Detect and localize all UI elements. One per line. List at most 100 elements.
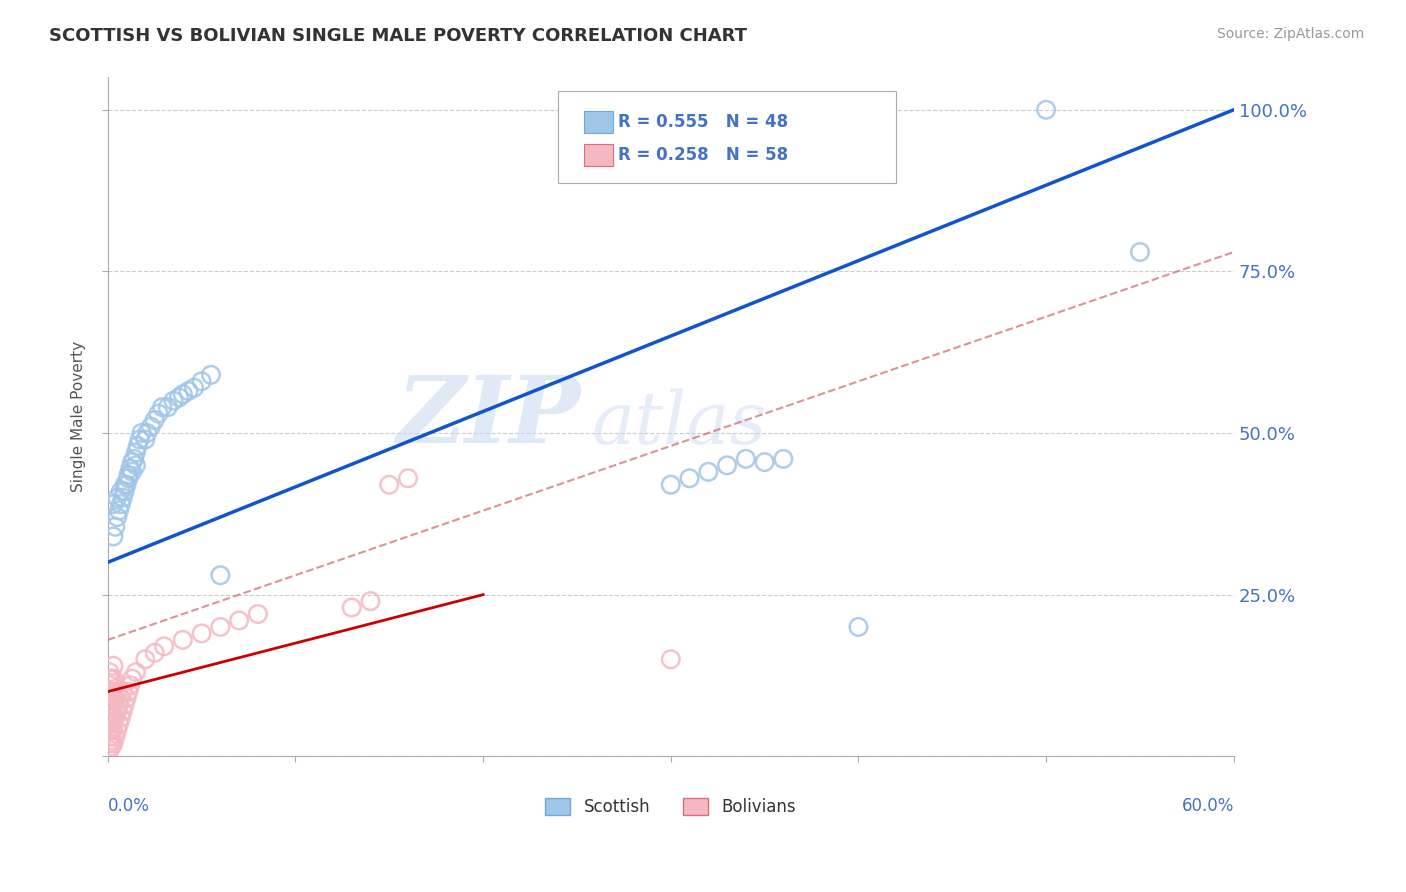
Point bbox=[114, 484, 136, 499]
Point bbox=[134, 433, 156, 447]
Point bbox=[125, 665, 148, 680]
Point bbox=[117, 684, 139, 698]
Point bbox=[100, 733, 122, 747]
Point bbox=[103, 736, 125, 750]
Point bbox=[115, 477, 138, 491]
Point bbox=[153, 640, 176, 654]
Point bbox=[105, 491, 128, 505]
Point bbox=[131, 425, 153, 440]
Point bbox=[143, 646, 166, 660]
Point bbox=[1035, 103, 1057, 117]
Point bbox=[104, 691, 127, 706]
Point bbox=[98, 717, 121, 731]
Point bbox=[172, 387, 194, 401]
Point bbox=[754, 455, 776, 469]
Point bbox=[360, 594, 382, 608]
Point bbox=[103, 684, 125, 698]
Point bbox=[104, 710, 127, 724]
Point bbox=[103, 497, 125, 511]
Point bbox=[108, 503, 131, 517]
Text: Source: ZipAtlas.com: Source: ZipAtlas.com bbox=[1216, 27, 1364, 41]
Text: 0.0%: 0.0% bbox=[108, 797, 149, 815]
Point bbox=[167, 391, 190, 405]
Y-axis label: Single Male Poverty: Single Male Poverty bbox=[72, 342, 86, 492]
Point bbox=[108, 698, 131, 712]
Point bbox=[697, 465, 720, 479]
Point bbox=[177, 384, 200, 398]
Point bbox=[659, 477, 682, 491]
Point bbox=[98, 665, 121, 680]
Point bbox=[98, 704, 121, 718]
FancyBboxPatch shape bbox=[583, 144, 613, 166]
Legend: Scottish, Bolivians: Scottish, Bolivians bbox=[538, 791, 803, 822]
Point bbox=[103, 658, 125, 673]
Point bbox=[108, 717, 131, 731]
Point bbox=[209, 568, 232, 582]
Text: ZIP: ZIP bbox=[396, 372, 581, 462]
Point bbox=[100, 710, 122, 724]
Point bbox=[105, 723, 128, 738]
Point bbox=[111, 684, 134, 698]
Point bbox=[136, 425, 159, 440]
Point bbox=[246, 607, 269, 621]
Point bbox=[772, 451, 794, 466]
Text: atlas: atlas bbox=[592, 388, 768, 458]
Point bbox=[121, 672, 143, 686]
Point bbox=[716, 458, 738, 473]
Point bbox=[200, 368, 222, 382]
Point bbox=[156, 400, 179, 414]
Point bbox=[100, 672, 122, 686]
Point bbox=[172, 632, 194, 647]
Point bbox=[110, 710, 132, 724]
Point bbox=[100, 723, 122, 738]
Point bbox=[103, 529, 125, 543]
Point bbox=[150, 400, 173, 414]
Point bbox=[340, 600, 363, 615]
Text: 60.0%: 60.0% bbox=[1181, 797, 1234, 815]
Point bbox=[111, 491, 134, 505]
Point bbox=[105, 704, 128, 718]
Text: SCOTTISH VS BOLIVIAN SINGLE MALE POVERTY CORRELATION CHART: SCOTTISH VS BOLIVIAN SINGLE MALE POVERTY… bbox=[49, 27, 747, 45]
Point bbox=[848, 620, 870, 634]
Point bbox=[190, 374, 212, 388]
Point bbox=[162, 393, 184, 408]
Point bbox=[110, 497, 132, 511]
Point bbox=[98, 684, 121, 698]
Point bbox=[98, 672, 121, 686]
Point bbox=[110, 484, 132, 499]
Point bbox=[121, 455, 143, 469]
Point bbox=[104, 520, 127, 534]
Point bbox=[98, 710, 121, 724]
Point bbox=[678, 471, 700, 485]
Point bbox=[125, 458, 148, 473]
FancyBboxPatch shape bbox=[558, 91, 896, 183]
Point bbox=[659, 652, 682, 666]
Point bbox=[190, 626, 212, 640]
Point bbox=[103, 698, 125, 712]
Point bbox=[100, 739, 122, 754]
Point bbox=[117, 468, 139, 483]
Point bbox=[378, 477, 401, 491]
Point bbox=[1129, 245, 1152, 260]
Point bbox=[143, 413, 166, 427]
Text: R = 0.555   N = 48: R = 0.555 N = 48 bbox=[617, 113, 787, 131]
Point bbox=[117, 471, 139, 485]
FancyBboxPatch shape bbox=[583, 112, 613, 133]
Point bbox=[100, 698, 122, 712]
Point bbox=[98, 691, 121, 706]
Point bbox=[103, 723, 125, 738]
Point bbox=[183, 381, 205, 395]
Point bbox=[100, 684, 122, 698]
Point bbox=[120, 461, 142, 475]
Point bbox=[127, 439, 149, 453]
Point bbox=[148, 407, 170, 421]
Point bbox=[128, 433, 150, 447]
Point bbox=[139, 419, 162, 434]
Point bbox=[98, 698, 121, 712]
Point bbox=[105, 684, 128, 698]
Text: R = 0.258   N = 58: R = 0.258 N = 58 bbox=[617, 145, 787, 164]
Point bbox=[114, 698, 136, 712]
Point bbox=[111, 704, 134, 718]
Point bbox=[121, 465, 143, 479]
Point bbox=[98, 736, 121, 750]
